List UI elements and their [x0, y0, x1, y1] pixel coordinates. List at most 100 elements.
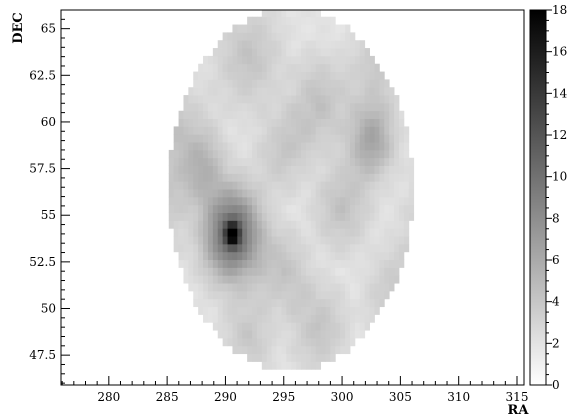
heat-cell-825	[281, 337, 287, 347]
heat-cell-191	[203, 55, 209, 65]
heat-cell-833	[281, 275, 287, 284]
heat-cell-937	[291, 181, 297, 190]
heat-cell-45	[178, 110, 184, 119]
heat-cell-699	[266, 243, 273, 253]
heat-cell-788	[276, 267, 282, 276]
heat-cell-237	[212, 236, 219, 245]
heat-cell-513	[247, 298, 253, 308]
heat-cell-967	[296, 306, 302, 315]
heat-cell-1453	[350, 298, 356, 308]
heat-cell-1751	[394, 267, 400, 276]
heat-cell-477	[242, 243, 248, 253]
heat-cell-176	[203, 173, 209, 182]
heat-cell-1300	[330, 181, 336, 190]
heat-cell-782	[276, 314, 282, 323]
heat-cell-379	[227, 32, 233, 41]
heat-cell-1709	[384, 189, 390, 198]
heat-cell-1263	[325, 126, 331, 135]
heat-cell-749	[271, 212, 277, 221]
heat-cell-256	[212, 87, 219, 96]
heat-cell-160	[203, 298, 209, 308]
heat-cell-467	[242, 322, 248, 331]
heat-cell-767	[271, 71, 277, 80]
heat-cell-792	[276, 236, 282, 245]
heat-cell-982	[296, 189, 302, 198]
heat-cell-246	[212, 165, 219, 174]
heat-cell-1793	[398, 110, 405, 119]
heat-cell-1807	[403, 142, 410, 151]
heat-cell-93	[188, 102, 194, 112]
heat-cell-167	[203, 243, 209, 253]
heat-cell-1429	[345, 165, 351, 174]
heat-cell-875	[286, 306, 292, 315]
heat-cell-217	[207, 118, 214, 127]
heat-cell-741	[271, 275, 277, 284]
heat-cell-1303	[330, 157, 336, 166]
heat-cell-400	[232, 189, 238, 198]
heat-cell-1151	[315, 306, 322, 315]
heat-cell-719	[266, 87, 273, 96]
colorbar	[529, 9, 547, 386]
heat-cell-764	[271, 95, 277, 104]
heat-cell-138	[198, 212, 204, 221]
heat-cell-1133	[310, 87, 317, 96]
y-tick-label: 52.5	[29, 255, 56, 269]
heat-cell-41	[178, 142, 184, 151]
heat-cell-626	[256, 102, 263, 112]
heat-cell-539	[247, 95, 253, 104]
heat-cell-184	[203, 110, 209, 119]
heat-cell-1511	[354, 149, 361, 159]
heat-cell-1013	[301, 306, 307, 315]
heat-cell-588	[252, 55, 258, 65]
heat-cell-1368	[340, 314, 346, 323]
heat-cell-1798	[403, 212, 410, 221]
heat-cell-418	[232, 48, 238, 57]
heat-cell-1517	[354, 102, 361, 112]
heat-cell-1705	[384, 220, 390, 229]
heat-cell-447	[237, 149, 243, 159]
heat-cell-1703	[384, 236, 390, 245]
heat-cell-1523	[354, 55, 361, 65]
heat-cell-1775	[398, 251, 405, 261]
heat-cell-1612	[369, 220, 375, 229]
heat-cell-575	[252, 157, 258, 166]
plot-frame	[60, 9, 525, 386]
heat-cell-409	[232, 118, 238, 127]
heat-cell-1037	[301, 118, 307, 127]
heat-cell-1545	[359, 181, 366, 190]
heat-cell-1001	[296, 40, 302, 49]
heat-cell-613	[256, 204, 263, 214]
heat-cell-1182	[315, 63, 322, 72]
heat-cell-1772	[394, 102, 400, 112]
heat-cell-1158	[315, 251, 322, 261]
heat-cell-1616	[369, 189, 375, 198]
heat-cell-939	[291, 165, 297, 174]
heat-cell-856	[281, 95, 287, 104]
heat-cell-1071	[305, 212, 312, 221]
heat-cell-1599	[364, 48, 370, 57]
colorbar-tick-label: 12	[552, 128, 567, 142]
y-tick-label: 65	[41, 22, 56, 36]
heat-cell-1106	[310, 298, 317, 308]
heat-cell-789	[276, 259, 282, 268]
heat-cell-1476	[350, 118, 356, 127]
heat-cell-51	[183, 236, 189, 245]
heat-cell-281	[217, 181, 224, 190]
heat-cell-55	[183, 204, 189, 214]
heat-cell-558	[252, 290, 258, 300]
heat-cell-39	[178, 157, 184, 166]
heat-cell-1812	[408, 196, 415, 206]
heat-cell-123	[193, 87, 199, 96]
heat-cell-278	[217, 204, 224, 214]
heat-cell-202	[207, 236, 214, 245]
heat-cell-843	[281, 196, 287, 206]
heat-cell-1005	[296, 10, 302, 18]
heat-cell-763	[271, 102, 277, 112]
heat-cell-1265	[325, 110, 331, 119]
heat-cell-998	[296, 63, 302, 72]
heat-cell-168	[203, 236, 209, 245]
heat-cell-1619	[369, 165, 375, 174]
heat-cell-1218	[320, 134, 326, 143]
heat-cell-1311	[330, 95, 336, 104]
heat-cell-1314	[330, 71, 336, 80]
